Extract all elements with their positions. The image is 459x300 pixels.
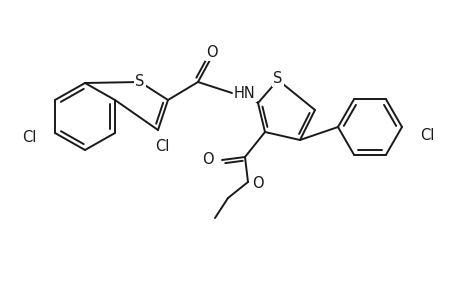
Text: S: S	[273, 70, 282, 86]
Text: O: O	[252, 176, 263, 190]
Text: O: O	[202, 152, 213, 166]
Text: Cl: Cl	[22, 130, 37, 145]
Text: Cl: Cl	[155, 139, 169, 154]
Text: S: S	[135, 74, 145, 88]
Text: O: O	[206, 44, 218, 59]
Text: Cl: Cl	[419, 128, 433, 142]
Text: HN: HN	[234, 85, 255, 100]
